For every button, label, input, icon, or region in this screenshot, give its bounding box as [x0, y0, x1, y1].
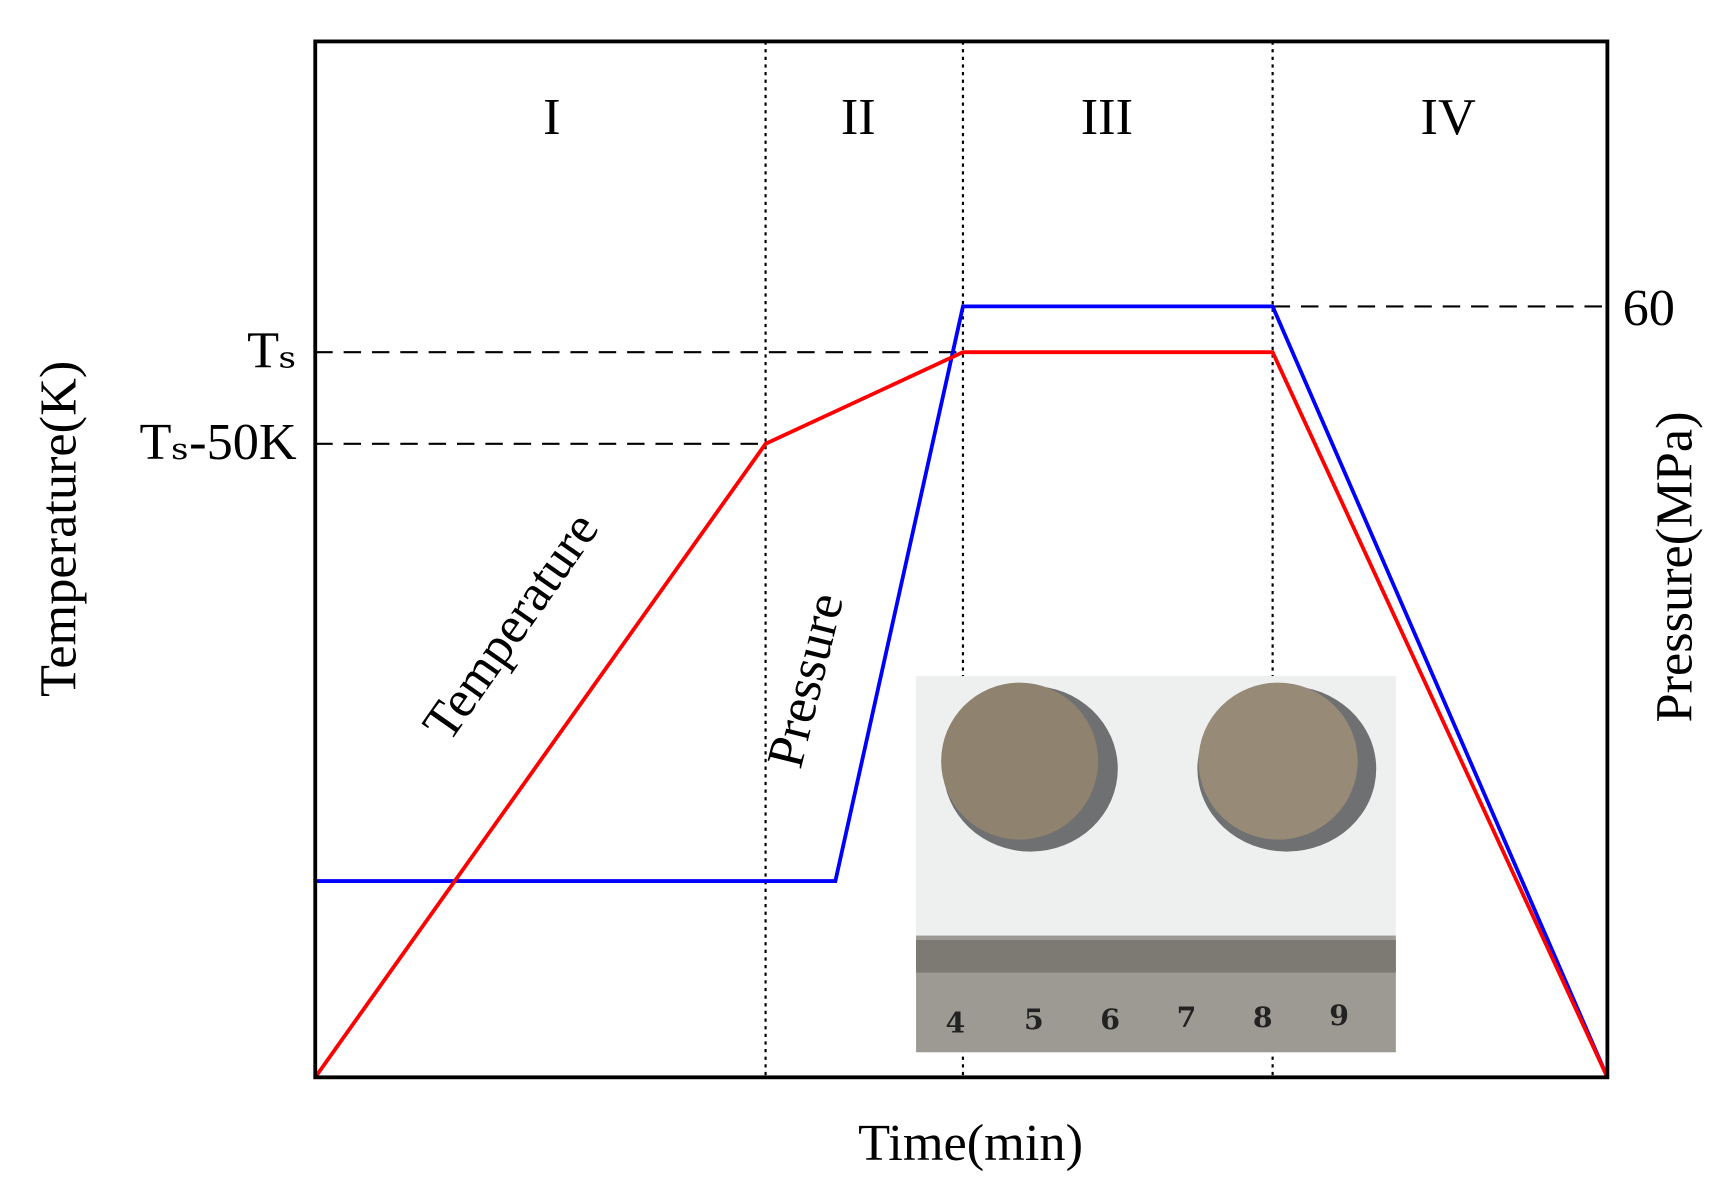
ruler-label: 9: [1329, 998, 1349, 1032]
ruler-label: 6: [1100, 1002, 1120, 1036]
photo: 4 5 6 7 8 9: [916, 676, 1396, 1052]
ruler-label: 7: [1177, 1000, 1197, 1034]
pressure-tick: 60: [1623, 279, 1675, 337]
page: 4 5 6 7 8 9 I II III IV Tₛ Tₛ-50K 60 Tem…: [0, 0, 1710, 1182]
diagram: 4 5 6 7 8 9 I II III IV Tₛ Tₛ-50K 60 Tem…: [0, 0, 1710, 1182]
stage-label: I: [543, 88, 560, 146]
stage-label: II: [841, 88, 876, 146]
ruler-scale: [916, 940, 1396, 973]
temperature-tick: Tₛ: [247, 321, 297, 379]
temperature-tick: Tₛ-50K: [140, 413, 297, 471]
sample: [1198, 683, 1357, 840]
ruler-label: 5: [1024, 1002, 1044, 1036]
stage-label: III: [1081, 88, 1133, 146]
background: [0, 0, 1710, 1182]
y2-axis-label: Pressure(MPa): [1645, 412, 1703, 723]
ruler-label: 8: [1253, 1000, 1273, 1034]
y-axis-label: Temperature(K): [29, 361, 87, 697]
x-axis-label: Time(min): [858, 1114, 1083, 1172]
ruler-label: 4: [945, 1005, 965, 1039]
sample: [941, 683, 1098, 840]
stage-label: IV: [1421, 88, 1476, 146]
